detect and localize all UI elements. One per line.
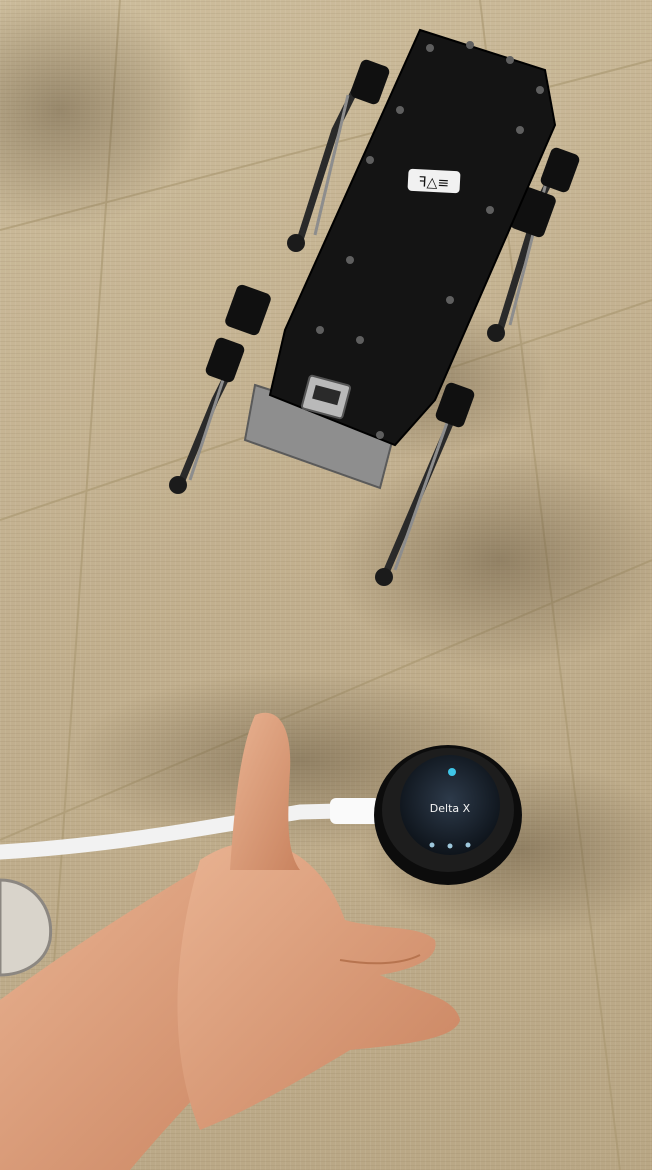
finger-crease xyxy=(339,954,421,965)
robot-servos xyxy=(205,59,580,428)
robot-feet xyxy=(169,234,505,586)
thumb xyxy=(230,712,300,870)
speaker-screen-icons xyxy=(429,842,471,849)
robot-screws xyxy=(316,41,544,439)
shoe-edge xyxy=(0,878,53,977)
speaker-indicator-dot xyxy=(448,768,456,776)
usb-cable-plug xyxy=(330,798,380,824)
quadruped-robot: ꟻ△≡ xyxy=(169,28,580,586)
speaker-screen xyxy=(400,755,500,855)
robot-label-plate xyxy=(407,168,461,194)
speaker-screen-label: Delta X xyxy=(430,802,471,815)
usb-slot xyxy=(312,384,341,406)
floor-shadows xyxy=(0,0,652,940)
human-hand xyxy=(0,712,460,1170)
palm xyxy=(177,842,460,1130)
robot-body xyxy=(268,28,557,447)
smart-speaker: Delta X xyxy=(374,745,522,885)
robot-top-label: ꟻ△≡ xyxy=(418,174,449,192)
